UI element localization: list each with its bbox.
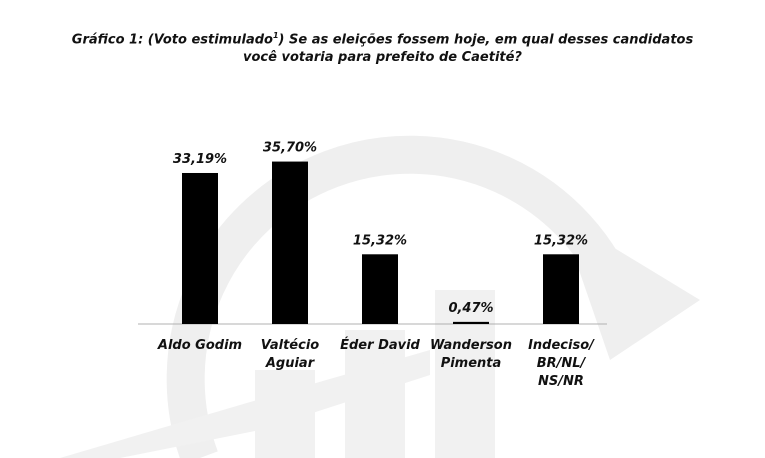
bar xyxy=(272,161,308,324)
bar-value-label: 33,19% xyxy=(173,152,227,167)
bar-value-label: 15,32% xyxy=(534,233,588,248)
category-label-line: Aguiar xyxy=(265,356,316,371)
category-label-line: Aldo Godim xyxy=(157,338,242,353)
bar xyxy=(453,321,489,324)
category-label-line: Indeciso/ xyxy=(528,338,595,353)
category-label-line: Wanderson xyxy=(430,338,512,353)
category-label-line: Pimenta xyxy=(441,356,502,371)
watermark-ring xyxy=(166,135,638,458)
bar-value-label: 35,70% xyxy=(263,141,317,156)
watermark-swoosh xyxy=(60,350,430,458)
chart-title-footnote-mark: 1 xyxy=(272,31,279,40)
bar-value-label: 0,47% xyxy=(448,301,493,316)
category-label: Valtécio Aguiar xyxy=(261,338,319,371)
watermark-arrow xyxy=(560,215,700,360)
watermark-bar-3 xyxy=(435,290,495,458)
bar xyxy=(543,254,579,324)
category-label-line: Valtécio xyxy=(261,338,319,353)
category-label: Wanderson Pimenta xyxy=(430,338,512,371)
category-label: Indeciso/BR/NL/NS/NR xyxy=(528,338,595,389)
bar xyxy=(362,254,398,324)
bar-value-label: 15,32% xyxy=(353,233,407,248)
category-label-line: BR/NL/ xyxy=(537,356,587,371)
category-label: Aldo Godim xyxy=(157,338,242,353)
category-label: Éder David xyxy=(340,337,420,353)
chart-title-rest: ) Se as eleições fossem hoje, em qual de… xyxy=(278,32,694,48)
chart-title: Gráfico 1: (Voto estimulado1) Se as elei… xyxy=(0,27,765,67)
bar xyxy=(182,172,218,324)
category-label-line: NS/NR xyxy=(538,374,584,389)
chart-title-line-1: Gráfico 1: (Voto estimulado1) Se as elei… xyxy=(0,27,765,49)
category-label-line: Éder David xyxy=(340,337,420,353)
chart-title-line-2: você votaria para prefeito de Caetité? xyxy=(243,50,522,66)
chart-title-main: Gráfico 1: (Voto estimulado xyxy=(71,32,273,48)
